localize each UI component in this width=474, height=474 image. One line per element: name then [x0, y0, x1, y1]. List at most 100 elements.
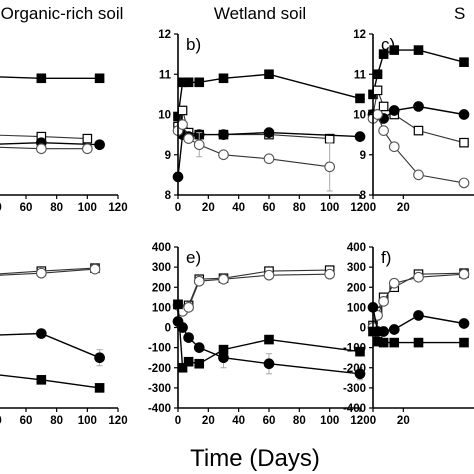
data-point-square-filled [389, 45, 400, 55]
data-point-circle-open [218, 273, 229, 285]
x-tick-label: 120 [108, 202, 127, 214]
data-point-circle-filled [94, 139, 105, 151]
panel-top-2: 8 9 10 11 120 20 c) [353, 29, 474, 214]
panel-bottom-1-series-square-open [173, 265, 335, 315]
data-point-square-filled [94, 73, 105, 84]
data-point-circle-filled [413, 310, 424, 321]
data-point-square-open [413, 125, 424, 136]
y-tick-label: 10 [353, 110, 366, 122]
data-point-square-open [177, 105, 188, 116]
y-tick-label: 300 [347, 262, 366, 274]
x-tick-label: 40 [0, 415, 2, 427]
series-line [0, 268, 96, 276]
x-tick-label: 60 [263, 415, 276, 427]
data-point-circle-filled [35, 328, 47, 339]
data-point-circle-filled [413, 101, 424, 112]
data-point-circle-open [458, 177, 470, 189]
y-tick-label: 10 [158, 110, 171, 122]
data-point-circle-open [89, 263, 101, 275]
panel-bottom-0-series-circle-filled [0, 328, 105, 367]
y-tick-label: -300 [343, 383, 366, 395]
data-point-circle-open [378, 125, 389, 136]
x-tick-label: 40 [0, 202, 2, 214]
x-tick-label: 0 [175, 415, 181, 427]
data-point-square-open [372, 85, 383, 96]
data-point-circle-filled [183, 332, 194, 343]
y-tick-label: 200 [347, 282, 366, 294]
data-point-square-filled [355, 93, 365, 104]
x-tick-label: 100 [320, 415, 339, 427]
data-point-circle-filled [378, 326, 389, 337]
data-point-circle-open [388, 141, 400, 153]
y-tick-label: 11 [159, 69, 172, 81]
panel-label: c) [381, 35, 395, 54]
data-point-square-filled [378, 337, 389, 348]
series-line [0, 146, 88, 150]
y-tick-label: 300 [152, 262, 171, 274]
data-point-square-filled [36, 375, 47, 385]
data-point-square-filled [389, 337, 400, 348]
panel-bottom-2-series-circle-open [367, 268, 470, 333]
data-point-square-filled [355, 346, 365, 357]
x-tick-label: 100 [78, 202, 97, 214]
panel-label: e) [186, 248, 201, 267]
data-point-square-filled [183, 356, 194, 367]
data-point-circle-open [218, 149, 229, 161]
x-tick-label: 40 [232, 415, 245, 427]
y-tick-label: -200 [148, 363, 171, 375]
data-point-circle-open [324, 268, 336, 280]
x-tick-label: 0 [370, 202, 376, 214]
data-point-square-filled [218, 344, 229, 355]
data-point-circle-filled [218, 129, 229, 140]
y-tick-label: 8 [165, 190, 172, 202]
x-tick-label: 120 [108, 415, 127, 427]
y-tick-label: -100 [343, 343, 366, 355]
y-tick-label: -300 [148, 383, 171, 395]
panel-bottom-2: -400 -300 -200 -100 0 100 200 300 400 0 20 f) [343, 242, 474, 427]
data-point-circle-open [378, 295, 389, 307]
x-tick-label: 60 [263, 202, 276, 214]
x-tick-label: 0 [175, 202, 181, 214]
y-tick-label: -200 [343, 363, 366, 375]
data-point-circle-filled [354, 131, 366, 142]
y-tick-label: 9 [360, 150, 366, 162]
data-point-square-filled [378, 49, 389, 59]
data-point-circle-open [263, 153, 275, 165]
x-tick-label: 20 [202, 415, 215, 427]
x-tick-label: 120 [350, 202, 369, 214]
panel-top-0-series-square-filled [0, 73, 105, 84]
data-point-square-filled [413, 337, 424, 348]
y-tick-label: -400 [148, 403, 171, 415]
data-point-circle-open [372, 109, 383, 120]
data-point-circle-filled [458, 109, 470, 120]
x-tick-label: 40 [232, 202, 245, 214]
data-point-circle-open [177, 119, 188, 130]
panel-bottom-0: 40 60 80 100 120 [0, 263, 128, 427]
data-point-square-filled [459, 337, 469, 348]
y-tick-label: 100 [152, 302, 171, 314]
panel-bottom-2-series-circle-filled [367, 302, 470, 337]
data-point-circle-filled [193, 342, 205, 353]
data-point-square-filled [264, 334, 274, 345]
y-tick-label: 0 [360, 323, 366, 335]
data-point-circle-open [458, 268, 470, 280]
data-point-circle-filled [263, 358, 275, 370]
x-axis-title: Time (Days) [190, 445, 320, 472]
y-tick-label: 400 [152, 242, 171, 254]
y-tick-label: 11 [354, 69, 367, 81]
y-tick-label: 8 [360, 190, 367, 202]
panel-label: f) [381, 248, 391, 267]
data-point-square-filled [94, 383, 105, 393]
panel-bottom-1-series-square-filled [173, 299, 365, 373]
panel-bottom-0-series-square-open [0, 263, 100, 276]
series-line [177, 73, 361, 117]
data-point-circle-filled [458, 318, 470, 329]
panel-bottom-1: -400 -300 -200 -100 0 100 200 300 400 0 20 40 60 80 10… [148, 242, 370, 427]
x-tick-label: 20 [397, 202, 410, 214]
panel-top-1-series-square-filled [173, 69, 365, 122]
y-tick-label: -100 [148, 343, 171, 355]
data-point-square-filled [194, 358, 205, 369]
data-point-circle-open [193, 275, 205, 287]
y-tick-label: 9 [165, 150, 171, 162]
x-tick-label: 20 [202, 202, 215, 214]
